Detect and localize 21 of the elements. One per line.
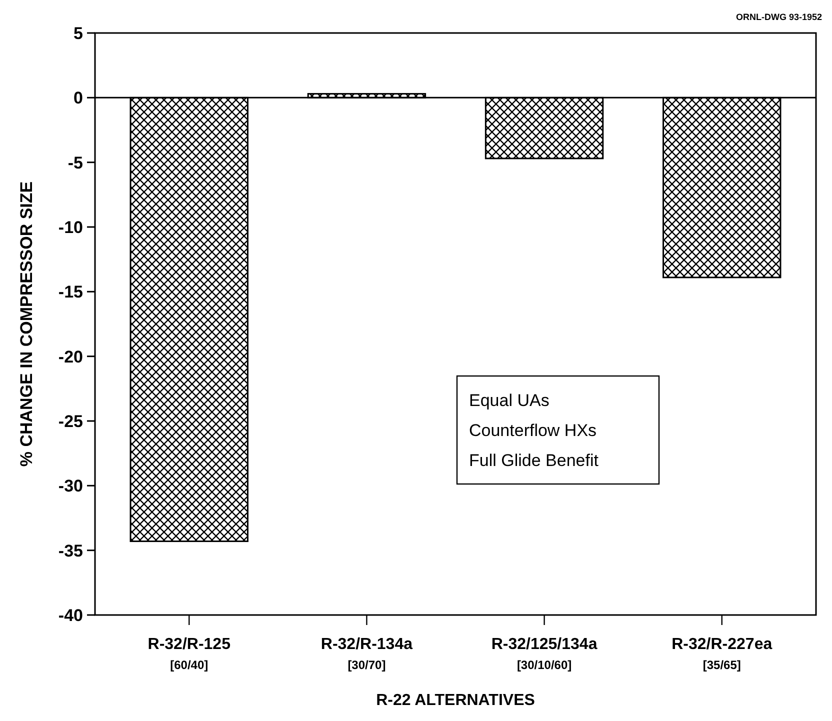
annotation: Full Glide Benefit [469, 451, 599, 470]
text: ORNL-DWG 93-1952 [736, 12, 822, 22]
x-tick-label: R-32/R-134a [30/70] [320, 636, 413, 672]
y-tick-label: -15 [58, 282, 83, 302]
annotation: Equal UAs [469, 391, 550, 410]
y-tick-label: 5 [74, 24, 83, 43]
x-tick-label: R-32/R-227ea [35/65] [672, 636, 772, 672]
y-tick-label: -10 [58, 218, 83, 237]
x-tick-label: R-32/R-125 [60/40] [148, 636, 231, 672]
y-tick-label: -20 [58, 347, 83, 366]
y-tick-label: -25 [58, 412, 83, 431]
annotation: Counterflow HXs [469, 421, 597, 440]
x-tick-label: R-32/125/134a [30/10/60] [491, 636, 598, 672]
note-box: Equal UAs Counterflow HXs Full Glide Benefit [456, 375, 660, 485]
y-tick-label: -40 [58, 606, 83, 625]
y-tick-label: -30 [58, 476, 83, 496]
y-axis-title: % CHANGE IN COMPRESSOR SIZE [17, 181, 36, 467]
y-tick-label: 0 [74, 88, 83, 108]
x-axis-title: R-22 ALTERNATIVES [376, 692, 536, 709]
y-tick-label: -5 [68, 153, 83, 172]
y-tick-label: -35 [58, 541, 83, 560]
